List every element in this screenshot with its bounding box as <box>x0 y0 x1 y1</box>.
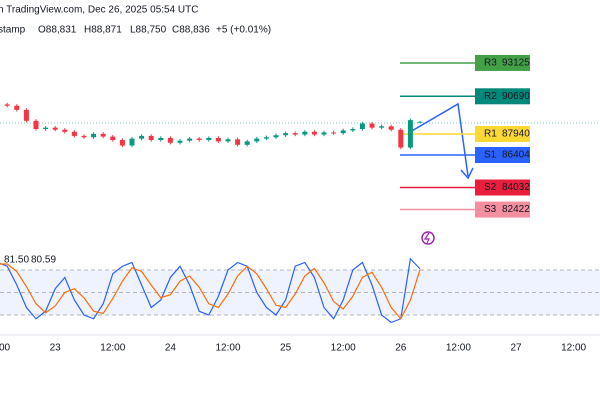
candle-body <box>407 120 413 148</box>
candle-body <box>158 137 164 140</box>
candle-body <box>119 140 125 146</box>
ohlc-change: +5 (+0.01%) <box>216 25 271 36</box>
level-box <box>475 201 530 218</box>
candle-body <box>62 129 68 132</box>
candle-body <box>139 135 145 139</box>
candle-body <box>302 131 308 135</box>
stoch-line <box>0 263 421 320</box>
ohlc-close: C88,836 <box>172 25 210 36</box>
candle-body <box>369 123 375 128</box>
candle-body <box>81 135 87 138</box>
x-tick-label: 12:00 <box>331 343 356 354</box>
icon <box>421 231 435 245</box>
x-tick-label: 26 <box>395 343 407 354</box>
band <box>0 270 600 315</box>
ohlc-low: L88,750 <box>130 25 167 36</box>
level-value: 93125 <box>502 58 530 69</box>
candle-body <box>14 105 20 110</box>
candle-body <box>206 137 212 140</box>
arrow <box>409 102 469 177</box>
candle-body <box>177 140 183 143</box>
x-tick-label: 12:00 <box>561 343 586 354</box>
candle-body <box>33 120 39 130</box>
candle-body <box>167 137 173 143</box>
level-name: R3 <box>484 58 497 69</box>
x-tick-label: 12:00 <box>215 343 240 354</box>
candle-body <box>187 138 193 141</box>
candle-body <box>196 138 202 140</box>
x-tick-label: 23 <box>50 343 62 354</box>
level-box <box>475 54 530 71</box>
level-value: 86404 <box>502 150 530 161</box>
level-value: 90690 <box>502 91 530 102</box>
level-box <box>475 88 530 105</box>
symbol: stamp <box>0 25 26 36</box>
candle-body <box>148 135 154 140</box>
candle-body <box>331 132 337 134</box>
x-tick-label: 27 <box>510 343 522 354</box>
candle-body <box>379 126 385 128</box>
level-box <box>475 125 530 142</box>
candle-body <box>311 131 317 135</box>
candle-body <box>215 137 221 142</box>
level-name: S3 <box>484 204 497 215</box>
level-name: R2 <box>484 91 497 102</box>
candle-body <box>350 129 356 131</box>
stoch-value: 81.50 <box>4 255 29 266</box>
source: n TradingView.com, Dec 26, 2025 05:54 UT… <box>0 5 198 16</box>
candle-body <box>292 133 298 135</box>
candle-body <box>91 133 97 138</box>
candle-body <box>340 130 346 134</box>
stoch-value: 80.59 <box>31 255 56 266</box>
candle-body <box>225 139 231 142</box>
candle-body <box>417 121 423 123</box>
candle-body <box>110 136 116 140</box>
candle-body <box>321 132 327 135</box>
x-tick-label: 25 <box>280 343 292 354</box>
candle-body <box>388 126 394 130</box>
candle-body <box>283 133 289 136</box>
candle-body <box>71 131 77 136</box>
arrow-head <box>460 167 474 180</box>
level-value: 84032 <box>502 182 530 193</box>
icon-bolt <box>423 232 430 244</box>
x-tick-label: 12:00 <box>100 343 125 354</box>
candle-body <box>43 127 49 130</box>
level-box <box>475 147 530 164</box>
level-box <box>475 179 530 196</box>
ohlc-open: O88,831 <box>38 25 77 36</box>
level-name: S1 <box>484 150 497 161</box>
ohlc-high: H88,871 <box>84 25 122 36</box>
candle-body <box>235 139 241 145</box>
candle-body <box>254 138 260 142</box>
level-value: 87940 <box>502 129 530 140</box>
level-name: R1 <box>484 129 497 140</box>
stoch-line <box>0 257 421 324</box>
level-value: 82422 <box>502 204 530 215</box>
x-tick-label: 12:00 <box>446 343 471 354</box>
candle-body <box>4 104 10 106</box>
candle-body <box>263 137 269 139</box>
candle-body <box>244 141 250 145</box>
x-tick-label: 24 <box>165 343 177 354</box>
candle-body <box>52 127 58 130</box>
candle-body <box>23 109 29 121</box>
x-tick-label: 12:00 <box>0 343 11 354</box>
candle-body <box>398 129 404 148</box>
candle-body <box>129 138 135 146</box>
level-name: S2 <box>484 182 497 193</box>
candle-body <box>100 133 106 137</box>
candle-body <box>273 135 279 138</box>
candle-body <box>359 123 365 130</box>
